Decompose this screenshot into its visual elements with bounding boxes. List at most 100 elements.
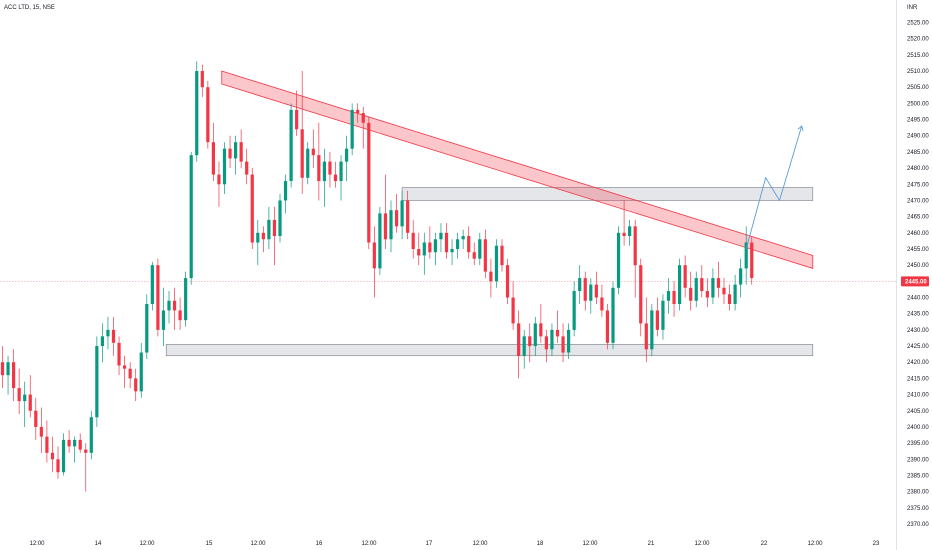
candle-body-100 — [555, 329, 560, 337]
candle-body-8 — [45, 436, 49, 453]
x-tick-label-14: 12:00 — [807, 541, 823, 547]
candle-body-42 — [234, 142, 238, 159]
candle-body-121 — [672, 291, 676, 304]
candle-body-19 — [106, 329, 110, 337]
candle-body-23 — [128, 368, 132, 379]
chart-title: ACC LTD, 15, NSE — [4, 5, 55, 11]
y-tick-label-7: 2405.00 — [907, 409, 929, 415]
y-tick-label-19: 2465.00 — [907, 215, 929, 221]
candle-body-45 — [250, 174, 254, 243]
y-tick-label-26: 2500.00 — [907, 101, 929, 107]
candle-body-84 — [467, 236, 471, 253]
candle-body-64 — [356, 109, 360, 114]
candle-body-123 — [683, 265, 687, 288]
candle-body-38 — [211, 142, 215, 175]
candle-body-94 — [522, 336, 526, 356]
candle-body-73 — [406, 200, 410, 233]
trendline-layer — [221, 70, 814, 269]
candle-body-86 — [478, 239, 482, 259]
candle-body-113 — [628, 226, 632, 237]
candle-body-36 — [200, 71, 204, 88]
candle-body-43 — [239, 142, 243, 162]
candle-body-130 — [722, 287, 726, 295]
candle-body-127 — [705, 291, 709, 298]
candle-body-26 — [145, 303, 149, 353]
candle-body-91 — [505, 265, 510, 298]
candle-body-56 — [311, 148, 315, 156]
candle-body-79 — [439, 232, 443, 240]
y-tick-label-17: 2455.00 — [907, 247, 929, 253]
x-tick-label-6: 12:00 — [361, 541, 377, 547]
x-tick-label-2: 12:00 — [139, 541, 155, 547]
candle-body-104 — [578, 278, 582, 292]
candle-body-106 — [589, 284, 593, 301]
candle-body-55 — [306, 148, 310, 178]
candle-body-126 — [700, 278, 704, 292]
y-tick-label-27: 2505.00 — [907, 85, 929, 91]
candle-body-46 — [256, 232, 260, 243]
candle-body-52 — [289, 109, 293, 182]
candle-body-95 — [528, 336, 532, 347]
candle-body-12 — [67, 439, 71, 447]
time-axis: 12:00 14 12:00 15 12:00 16 12:00 17 12:00 18 12:00… — [29, 541, 880, 547]
x-tick-label-9: 18 — [537, 541, 544, 547]
last-price-badge: 2445.00 — [901, 276, 929, 287]
candle-body-47 — [261, 232, 265, 240]
candle-body-88 — [489, 271, 493, 282]
candle-body-30 — [167, 300, 171, 311]
candle-body-27 — [150, 265, 154, 304]
candle-body-60 — [333, 174, 338, 182]
candle-body-90 — [500, 245, 504, 266]
last-price-badge-bg — [901, 276, 929, 287]
x-tick-label-3: 15 — [206, 541, 213, 547]
x-tick-label-15: 23 — [873, 541, 880, 547]
candle-body-120 — [666, 291, 671, 301]
candle-body-3 — [17, 388, 21, 402]
candle-body-124 — [689, 287, 693, 301]
x-tick-label-7: 17 — [426, 541, 433, 547]
candle-body-99 — [550, 329, 554, 350]
candle-body-44 — [245, 161, 249, 175]
candle-body-69 — [383, 213, 388, 240]
candle-body-81 — [450, 248, 454, 253]
y-tick-label-18: 2460.00 — [907, 231, 929, 237]
candle-body-17 — [95, 346, 99, 418]
candle-body-14 — [78, 439, 82, 450]
candle-body-119 — [661, 300, 665, 330]
candle-body-65 — [361, 113, 365, 123]
candles-layer — [0, 61, 754, 492]
x-tick-label-0: 12:00 — [29, 541, 45, 547]
candle-body-18 — [100, 336, 104, 347]
candle-body-24 — [134, 378, 138, 392]
candle-body-68 — [378, 213, 382, 269]
candle-body-62 — [345, 148, 349, 162]
candle-body-10 — [56, 459, 60, 473]
y-tick-label-3: 2385.00 — [907, 473, 929, 479]
candle-body-97 — [539, 323, 543, 337]
candle-body-122 — [678, 265, 682, 304]
candle-body-37 — [206, 87, 210, 143]
candle-body-80 — [444, 232, 449, 253]
candle-body-39 — [217, 174, 221, 185]
y-tick-label-9: 2415.00 — [907, 376, 929, 382]
candle-body-16 — [89, 417, 93, 453]
candle-body-74 — [411, 232, 415, 249]
y-tick-label-29: 2515.00 — [907, 53, 929, 59]
candle-body-49 — [272, 219, 277, 237]
x-tick-label-11: 21 — [648, 541, 655, 547]
projection-path — [745, 125, 803, 250]
zone-rect-0 — [165, 344, 814, 357]
candle-body-93 — [517, 323, 521, 356]
candle-body-82 — [456, 239, 460, 249]
candle-body-2 — [12, 362, 16, 389]
candle-body-54 — [300, 129, 304, 178]
last-price-badge-text: 2445.00 — [905, 279, 927, 285]
y-tick-label-28: 2510.00 — [907, 69, 929, 75]
y-tick-label-8: 2410.00 — [907, 393, 929, 399]
candle-body-4 — [23, 394, 27, 402]
y-tick-label-6: 2400.00 — [907, 425, 929, 431]
x-tick-label-13: 22 — [761, 541, 768, 547]
candle-body-5 — [28, 394, 32, 411]
